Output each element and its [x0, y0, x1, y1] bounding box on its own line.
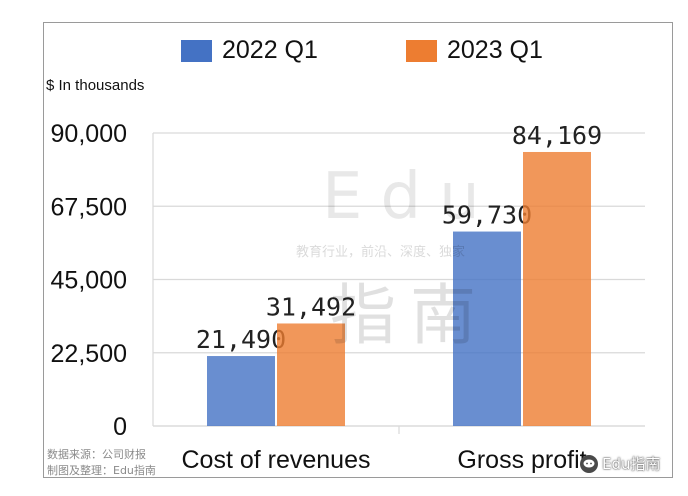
y-tick-label: 67,500: [51, 193, 127, 221]
legend-label-2023: 2023 Q1: [447, 36, 543, 64]
legend-item-2023-q1: 2023 Q1: [406, 36, 543, 65]
bar-data-label: 21,490: [196, 325, 286, 354]
bar-data-label: 59,730: [442, 201, 532, 230]
watermark-tagline: 教育行业，前沿、深度、独家: [296, 245, 466, 260]
bar-data-label: 31,492: [266, 292, 356, 321]
bar-2023-q1-0: [277, 323, 345, 426]
y-tick-label: 45,000: [51, 267, 127, 295]
y-tick-label: 22,500: [51, 340, 127, 368]
brand-text: Edu指南: [602, 455, 661, 473]
y-tick-label: 0: [113, 413, 127, 441]
bar-2022-q1-1: [453, 231, 521, 426]
watermark-sub: 指南: [330, 277, 490, 354]
bar-2023-q1-1: [523, 151, 591, 426]
brand-badge: Edu指南: [580, 453, 661, 474]
source-line-2: 制图及整理：Edu指南: [47, 464, 156, 477]
source-line-1: 数据来源：公司财报: [47, 448, 146, 461]
x-category-label: Gross profit: [457, 446, 586, 474]
bar-2022-q1-0: [207, 356, 275, 426]
legend-item-2022-q1: 2022 Q1: [181, 36, 318, 65]
legend-swatch-2022: [181, 39, 212, 62]
watermark-main: Edu: [322, 160, 498, 234]
legend-swatch-2023: [406, 39, 437, 62]
bar-data-label: 84,169: [512, 121, 602, 150]
x-category-label: Cost of revenues: [182, 446, 371, 474]
y-tick-label: 90,000: [51, 120, 127, 148]
legend-label-2022: 2022 Q1: [222, 36, 318, 64]
chat-bubble-icon: [580, 454, 598, 473]
y-axis-unit-label: $ In thousands: [46, 77, 145, 94]
